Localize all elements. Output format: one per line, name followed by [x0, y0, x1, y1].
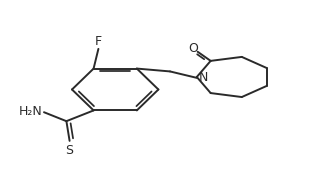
Text: N: N — [198, 71, 208, 84]
Text: O: O — [188, 42, 198, 55]
Text: H₂N: H₂N — [19, 105, 42, 118]
Text: S: S — [66, 144, 74, 158]
Text: F: F — [95, 35, 102, 48]
